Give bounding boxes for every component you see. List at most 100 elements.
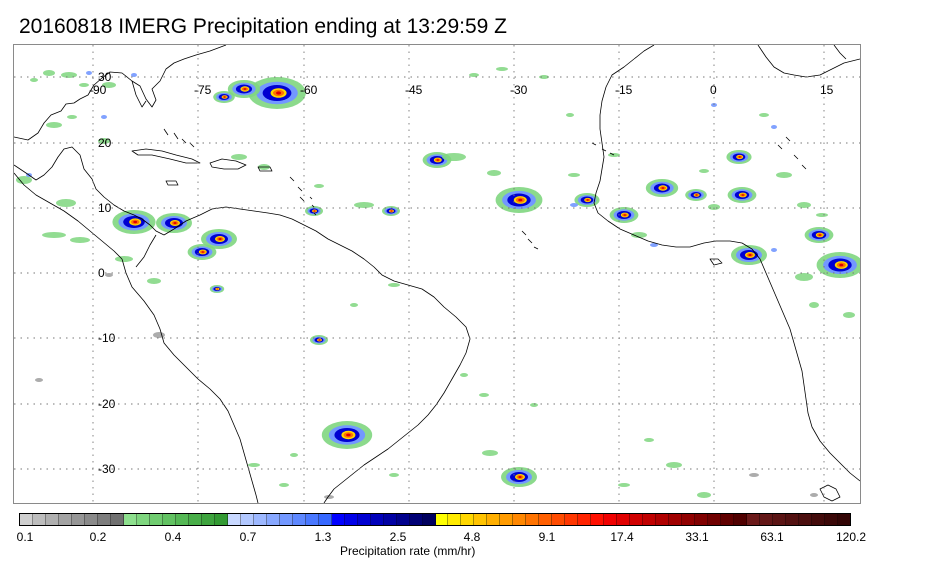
colorbar-cell: [240, 514, 254, 525]
precip-cell: [797, 202, 811, 208]
colorbar-tick-label: 0.2: [89, 530, 107, 544]
precip-cell: [570, 203, 578, 207]
colorbar-cell: [773, 514, 787, 525]
precip-cell: [623, 214, 627, 216]
longitude-label: -30: [510, 83, 528, 97]
precip-cell: [70, 237, 90, 243]
colorbar-cell: [214, 514, 228, 525]
longitude-label: 0: [710, 83, 717, 97]
precip-cell: [644, 438, 654, 442]
colorbar-cell: [227, 514, 241, 525]
precip-cell: [809, 302, 819, 308]
precip-cell: [201, 251, 205, 253]
precip-cell: [482, 450, 498, 456]
precip-cell: [350, 303, 358, 307]
precip-cell: [98, 138, 110, 144]
precip-cell: [460, 373, 468, 377]
colorbar-cell: [162, 514, 176, 525]
precip-cell: [314, 184, 324, 188]
colorbar-cell: [279, 514, 293, 525]
colorbar-cell: [448, 514, 462, 525]
precip-cell: [389, 473, 399, 477]
colorbar-cell: [344, 514, 358, 525]
colorbar-tick-label: 2.5: [389, 530, 407, 544]
colorbar-cell: [617, 514, 631, 525]
precip-cell: [35, 378, 43, 382]
latitude-label: 10: [98, 201, 112, 215]
map-canvas: -90 -75 -60 -45 -30 -15 0 15 30 20 10 0 -10 -20 -30: [14, 45, 860, 503]
colorbar-cell: [383, 514, 397, 525]
precip-cell: [101, 115, 107, 119]
precipitation-map[interactable]: -90 -75 -60 -45 -30 -15 0 15 30 20 10 0 -10 -20 -30: [13, 44, 861, 504]
precip-cell: [759, 113, 769, 117]
colorbar-cell: [591, 514, 605, 525]
precip-cell: [816, 213, 828, 217]
precip-cell: [810, 493, 818, 497]
latitude-label: -20: [98, 397, 116, 411]
colorbar-cell: [357, 514, 371, 525]
cuba-coast: [131, 148, 201, 164]
colorbar-cell: [331, 514, 345, 525]
colorbar-tick-label: 0.7: [239, 530, 257, 544]
precip-cell: [279, 483, 289, 487]
precip-cell: [708, 204, 720, 210]
precip-cell: [661, 187, 665, 189]
colorbar-cell: [526, 514, 540, 525]
map-title: 20160818 IMERG Precipitation ending at 1…: [19, 15, 507, 38]
precip-cell: [631, 232, 647, 238]
colorbar-cell: [500, 514, 514, 525]
colorbar-tick-label: 4.8: [463, 530, 481, 544]
colorbar-cell: [825, 514, 839, 525]
latitude-label: 0: [98, 266, 105, 280]
graticule: [14, 45, 860, 503]
precip-cell: [79, 83, 89, 87]
colorbar-cell: [838, 514, 850, 525]
precip-cell: [390, 210, 393, 212]
precip-cell: [216, 288, 219, 290]
precip-cell: [218, 238, 222, 240]
colorbar-cell: [578, 514, 592, 525]
precip-cell: [568, 173, 580, 177]
colorbar-tick-label: 63.1: [760, 530, 784, 544]
latitude-label: 30: [98, 70, 112, 84]
colorbar-cell: [708, 514, 722, 525]
colorbar-cell: [292, 514, 306, 525]
precip-cell: [115, 256, 133, 262]
colorbar-cell: [422, 514, 436, 525]
precip-cell: [313, 210, 316, 212]
longitude-label: -15: [615, 83, 633, 97]
precip-cell: [86, 71, 92, 75]
precip-cell: [650, 243, 658, 247]
precip-cell: [741, 194, 745, 196]
colorbar-cell: [175, 514, 189, 525]
latitude-label: -10: [98, 331, 116, 345]
precip-cell: [133, 220, 138, 224]
colorbar-cell: [188, 514, 202, 525]
precip-cell: [442, 153, 466, 161]
colorbar-cell: [305, 514, 319, 525]
hispaniola-coast: [209, 158, 247, 170]
colorbar-cell: [136, 514, 150, 525]
precip-cell: [518, 476, 522, 478]
precip-cell: [436, 159, 440, 161]
colorbar-cell: [487, 514, 501, 525]
colorbar-cell: [630, 514, 644, 525]
colorbar-cell: [565, 514, 579, 525]
colorbar: [19, 513, 851, 526]
colorbar-cell: [747, 514, 761, 525]
colorbar-cell: [669, 514, 683, 525]
precip-cell: [469, 73, 479, 77]
precip-cell: [67, 115, 77, 119]
florida-coast: [131, 80, 147, 108]
precip-cell: [388, 283, 400, 287]
colorbar-cell: [370, 514, 384, 525]
longitude-label: -45: [405, 83, 423, 97]
precip-cell: [46, 122, 62, 128]
colorbar-cell: [149, 514, 163, 525]
precip-cell: [56, 199, 76, 207]
colorbar-cell: [123, 514, 137, 525]
colorbar-cell: [45, 514, 59, 525]
colorbar-cell: [253, 514, 267, 525]
precip-cell: [30, 78, 38, 82]
precip-cell: [776, 172, 792, 178]
